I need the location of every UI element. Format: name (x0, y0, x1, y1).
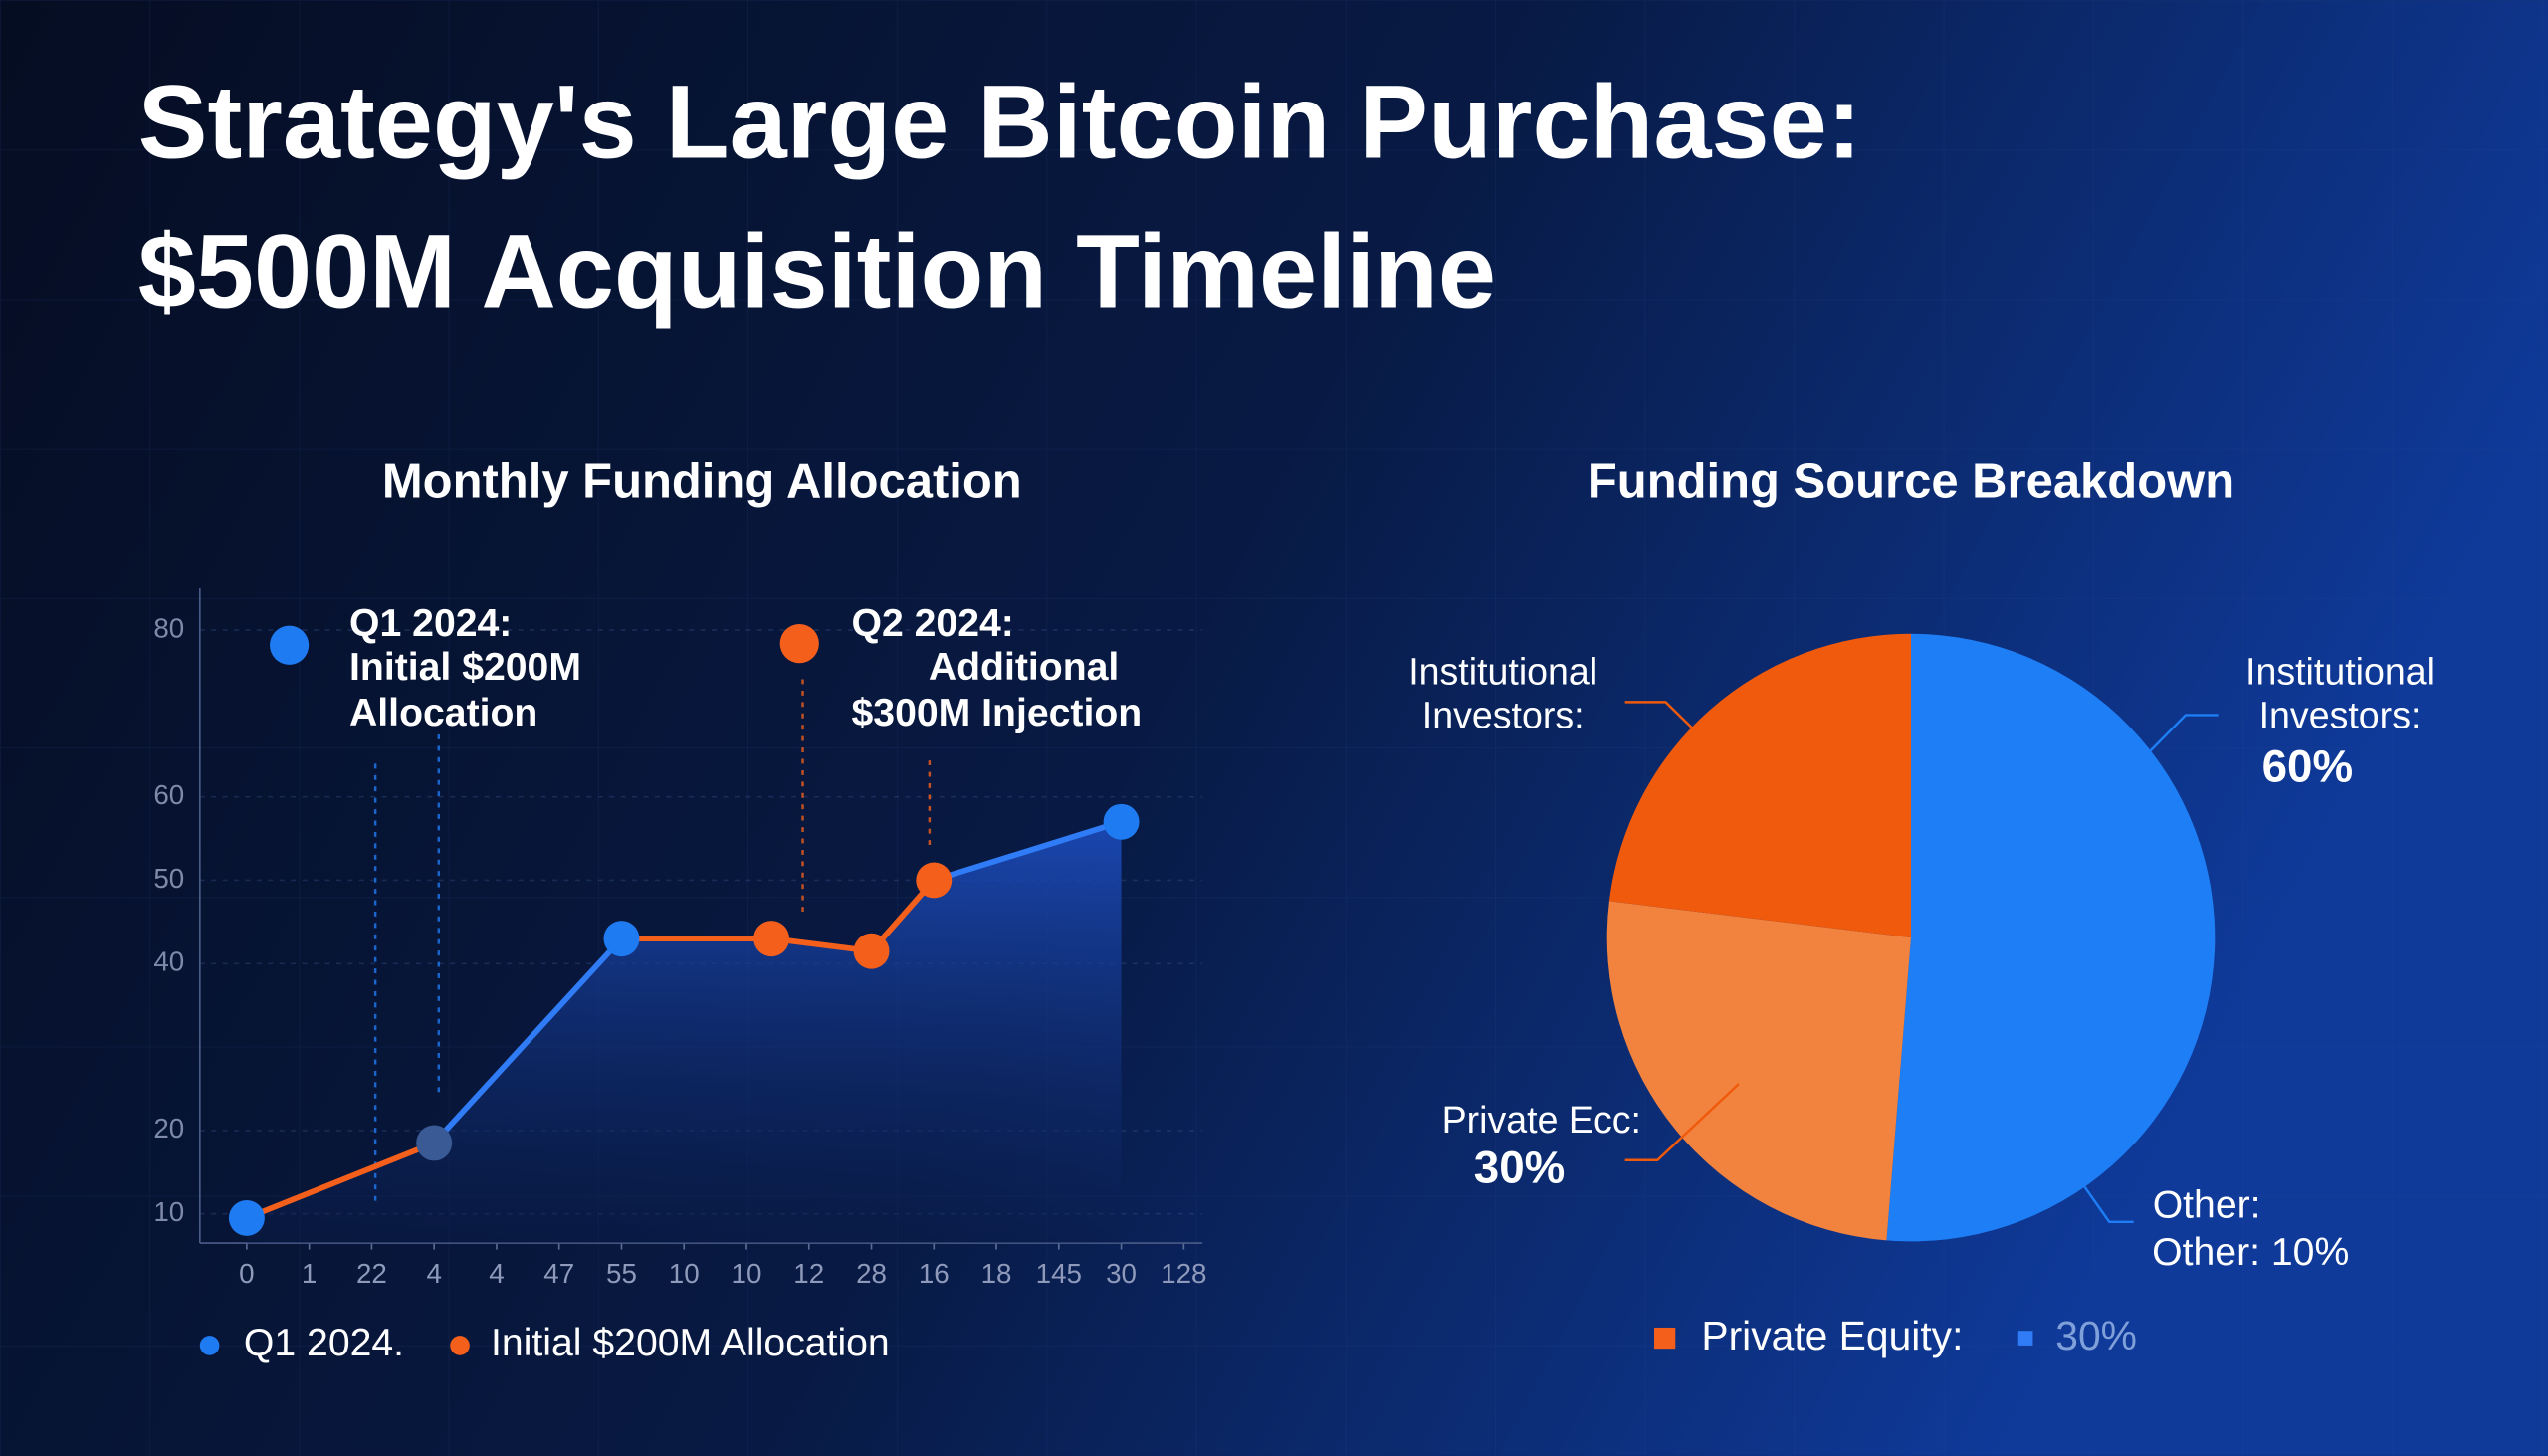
chart-title: Funding Source Breakdown (1588, 455, 2234, 509)
pie-slice (1886, 633, 2216, 1242)
slice-label: Private Ecc: (1441, 1098, 1641, 1142)
annotation-text: Initial $200M (349, 646, 581, 689)
x-tick-label: 28 (856, 1258, 887, 1289)
line-segment (931, 818, 1125, 884)
annotation-text: Q1 2024: (349, 602, 512, 645)
pie-slice (1608, 633, 1911, 938)
x-tick-label: 22 (356, 1258, 387, 1289)
annotation-text: Additional (929, 646, 1119, 689)
value-label: 30% (1473, 1142, 1566, 1193)
data-point (416, 1125, 453, 1161)
x-tick-label: 4 (426, 1258, 441, 1289)
y-tick-label: 40 (153, 946, 184, 977)
data-point (853, 933, 890, 969)
legend-label: Private Equity: (1701, 1313, 1963, 1358)
leader-line (1624, 701, 1744, 778)
x-tick-label: 12 (793, 1258, 824, 1289)
legend-marker (450, 1336, 470, 1355)
data-point (753, 921, 790, 957)
x-tick-label: 30 (1106, 1258, 1137, 1289)
legend-marker (2017, 1331, 2033, 1346)
value-label-box: 30% (1473, 1142, 1566, 1193)
page-title: $500M Acquisition Timeline (138, 213, 1496, 329)
x-tick-label: 1 (302, 1258, 317, 1289)
legend-label: 30% (2055, 1313, 2137, 1358)
data-point (228, 1199, 265, 1236)
annotation-text: Allocation (349, 692, 537, 734)
value-label: 60% (2261, 740, 2354, 792)
data-point (603, 921, 640, 957)
x-tick-label: 4 (489, 1258, 504, 1289)
area (246, 821, 1122, 1244)
annotation-dot (270, 625, 310, 665)
leader-line (2054, 1144, 2134, 1224)
value-label-box: 60% (2261, 740, 2354, 792)
x-tick-label: 10 (732, 1258, 762, 1289)
annotation-text: Q2 2024: (852, 602, 1014, 645)
annotation-text: Other: (2153, 1183, 2261, 1226)
x-tick-label: 47 (543, 1258, 574, 1289)
y-tick-label: 80 (153, 612, 184, 643)
line-segment (431, 936, 625, 1146)
slice-label-box: Institutional Investors: (1408, 650, 1598, 736)
legend-marker (199, 1336, 220, 1355)
y-tick-label: 60 (153, 779, 184, 810)
chart-title: Monthly Funding Allocation (382, 455, 1022, 509)
y-tick-label: 10 (153, 1196, 184, 1227)
x-tick-label: 10 (669, 1258, 700, 1289)
page-title: Strategy's Large Bitcoin Purchase: (138, 64, 1862, 180)
x-tick-label: 128 (1161, 1258, 1206, 1289)
legend-label: Q1 2024. (244, 1322, 404, 1364)
line-chart: Monthly Funding Allocation 10 20 40 50 60 80 0 1… (153, 455, 1206, 1365)
annotation-text: Other: 10% (2152, 1231, 2349, 1274)
pie-chart: Funding Source Breakdown Institutional In… (1408, 455, 2435, 1359)
legend-label: Initial $200M Allocation (491, 1322, 890, 1364)
y-tick-label: 20 (153, 1113, 184, 1144)
slice-label: Institutional Investors: (1408, 650, 1598, 736)
y-tick-label: 50 (153, 863, 184, 894)
x-tick-label: 0 (239, 1258, 254, 1289)
annotation-dot (779, 624, 819, 664)
slice-label-box: Private Ecc: (1441, 1098, 1641, 1142)
slice-label-box: Institutional Investors: (2245, 650, 2435, 736)
data-point (1103, 803, 1140, 840)
pie-slice (1606, 901, 1911, 1241)
x-tick-label: 18 (981, 1258, 1012, 1289)
leader-line (1624, 1083, 1740, 1162)
legend-marker (1654, 1327, 1676, 1350)
x-tick-label: 145 (1036, 1258, 1082, 1289)
annotation-text: $300M Injection (852, 692, 1143, 734)
x-tick-label: 55 (606, 1258, 637, 1289)
slice-label: Institutional Investors: (2245, 650, 2435, 736)
x-tick-label: 16 (919, 1258, 950, 1289)
line-segment (244, 1140, 438, 1221)
leader-line (2083, 714, 2219, 819)
data-point (916, 862, 953, 899)
